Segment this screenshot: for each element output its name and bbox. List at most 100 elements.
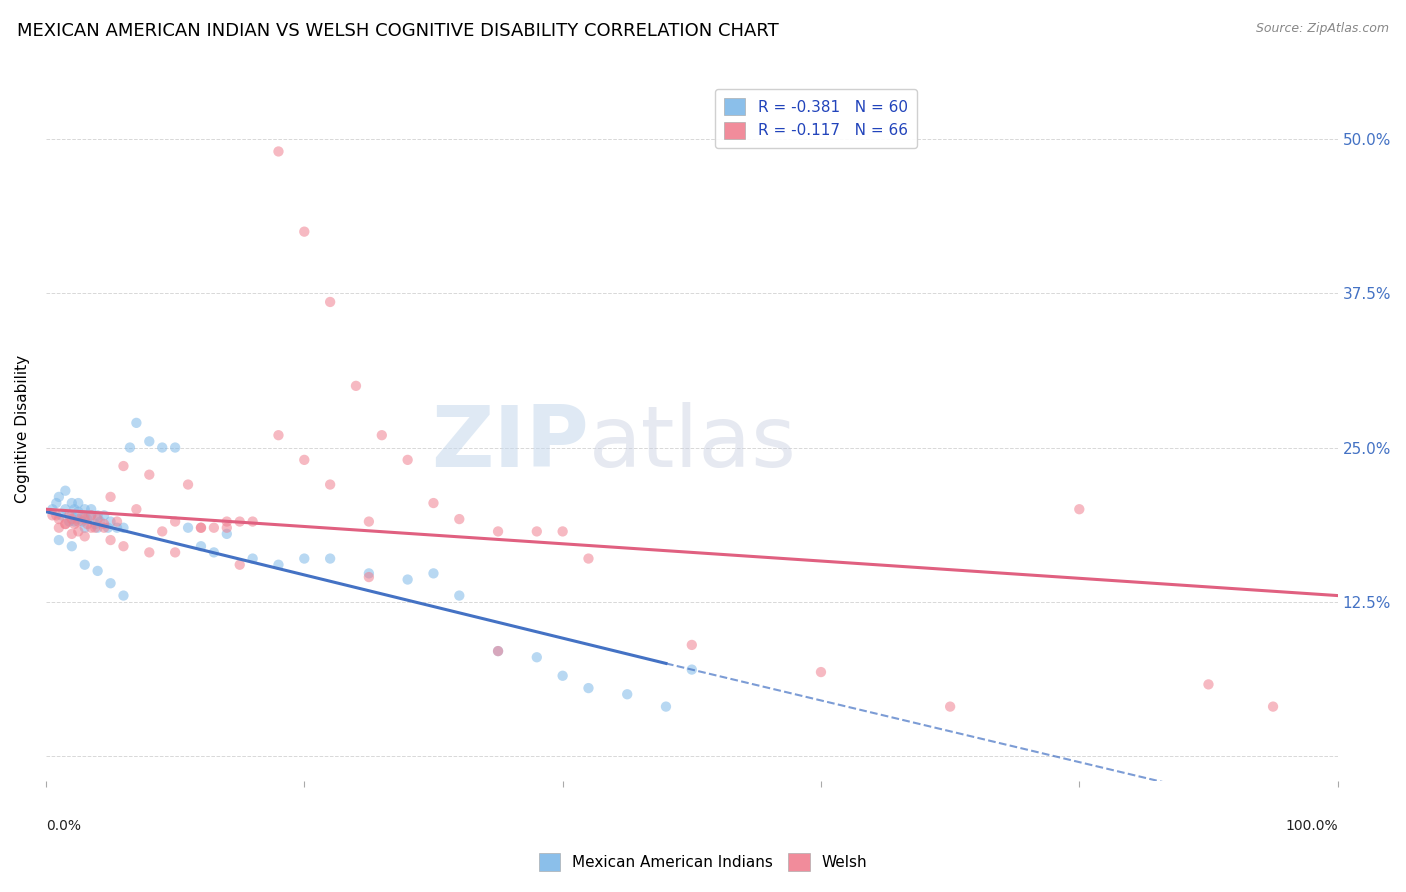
Point (48, 521, 70, 535)
Point (177, 521, 200, 535)
Point (89, 515, 111, 529)
Point (215, 521, 238, 535)
Point (93, 521, 115, 535)
Point (138, 434, 160, 449)
Point (53, 502, 76, 516)
Point (681, 663, 703, 677)
Point (396, 453, 419, 467)
Point (215, 515, 238, 529)
Text: MEXICAN AMERICAN INDIAN VS WELSH COGNITIVE DISABILITY CORRELATION CHART: MEXICAN AMERICAN INDIAN VS WELSH COGNITI… (17, 22, 779, 40)
Point (319, 295, 342, 310)
Point (526, 650, 548, 665)
Point (681, 638, 703, 652)
Point (449, 589, 471, 603)
Point (486, 644, 509, 658)
Point (100, 515, 122, 529)
Point (371, 428, 394, 442)
Point (67, 515, 90, 529)
Point (93, 508, 115, 523)
Point (67, 496, 90, 510)
Point (73, 512, 96, 526)
Point (67, 512, 90, 526)
Text: ZIP: ZIP (430, 401, 589, 484)
Point (48, 533, 70, 547)
Point (70, 515, 93, 529)
Point (177, 477, 200, 491)
Point (267, 428, 290, 442)
Point (105, 515, 128, 529)
Point (616, 687, 638, 701)
Point (80, 521, 103, 535)
Point (73, 529, 96, 543)
Point (112, 589, 135, 603)
Point (190, 539, 212, 553)
Point (125, 416, 148, 430)
Point (138, 545, 160, 559)
Point (228, 515, 250, 529)
Point (422, 566, 444, 581)
Point (53, 483, 76, 498)
Point (53, 516, 76, 531)
Point (84, 521, 107, 535)
Point (357, 566, 380, 581)
Point (73, 502, 96, 516)
Point (100, 490, 122, 504)
Point (578, 681, 600, 695)
Point (165, 441, 187, 455)
Point (810, 665, 832, 679)
Text: 0.0%: 0.0% (46, 819, 82, 833)
Point (190, 521, 212, 535)
Point (267, 558, 290, 572)
Point (73, 521, 96, 535)
Point (100, 533, 122, 547)
Text: Source: ZipAtlas.com: Source: ZipAtlas.com (1256, 22, 1389, 36)
Point (73, 558, 96, 572)
Point (292, 225, 315, 239)
Point (60, 508, 83, 523)
Point (86, 564, 108, 578)
Point (344, 379, 367, 393)
Point (112, 521, 135, 535)
Point (319, 551, 342, 566)
Point (112, 539, 135, 553)
Point (526, 524, 548, 539)
Point (70, 508, 93, 523)
Point (48, 490, 70, 504)
Point (486, 644, 509, 658)
Point (267, 145, 290, 159)
Point (100, 576, 122, 591)
Point (41, 502, 63, 516)
Point (112, 458, 135, 473)
Point (84, 516, 107, 531)
Y-axis label: Cognitive Disability: Cognitive Disability (15, 355, 30, 503)
Point (48, 512, 70, 526)
Point (63, 516, 86, 531)
Point (58, 508, 80, 523)
Point (67, 505, 90, 519)
Point (51, 508, 73, 523)
Point (215, 527, 238, 541)
Point (1069, 502, 1091, 516)
Point (202, 545, 225, 559)
Point (80, 502, 103, 516)
Point (60, 527, 83, 541)
Point (45, 496, 67, 510)
Point (449, 512, 471, 526)
Point (165, 545, 187, 559)
Point (150, 524, 173, 539)
Point (63, 515, 86, 529)
Point (357, 570, 380, 584)
Point (60, 539, 83, 553)
Point (551, 669, 574, 683)
Point (80, 508, 103, 523)
Point (578, 551, 600, 566)
Point (86, 508, 108, 523)
Point (67, 524, 90, 539)
Point (118, 441, 141, 455)
Point (486, 524, 509, 539)
Legend: R = -0.381   N = 60, R = -0.117   N = 66: R = -0.381 N = 60, R = -0.117 N = 66 (714, 88, 917, 148)
Point (80, 508, 103, 523)
Point (242, 515, 264, 529)
Point (73, 508, 96, 523)
Point (655, 699, 678, 714)
